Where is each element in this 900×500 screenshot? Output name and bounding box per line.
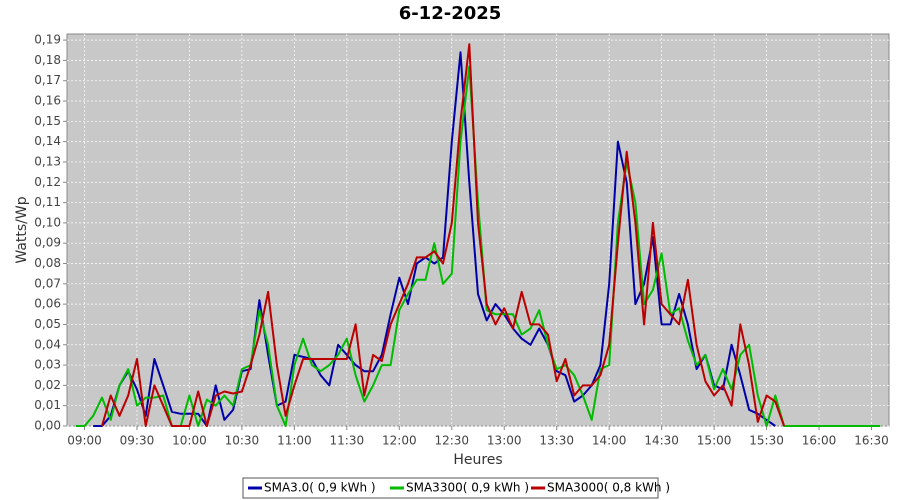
- x-tick-label: 15:00: [697, 434, 732, 448]
- y-tick-label: 0,07: [34, 276, 61, 290]
- x-tick-label: 11:30: [330, 434, 365, 448]
- y-tick-label: 0,00: [34, 419, 61, 433]
- x-tick-label: 11:00: [277, 434, 312, 448]
- y-tick-label: 0,19: [34, 33, 61, 47]
- y-tick-label: 0,10: [34, 215, 61, 229]
- y-tick-label: 0,09: [34, 236, 61, 250]
- x-tick-label: 14:30: [644, 434, 679, 448]
- x-tick-label: 10:30: [225, 434, 260, 448]
- y-tick-label: 0,15: [34, 114, 61, 128]
- y-tick-label: 0,08: [34, 256, 61, 270]
- y-tick-label: 0,04: [34, 337, 61, 351]
- x-tick-label: 15:30: [749, 434, 784, 448]
- x-tick-label: 14:00: [592, 434, 627, 448]
- x-tick-label: 09:00: [67, 434, 102, 448]
- y-tick-label: 0,14: [34, 134, 61, 148]
- y-tick-label: 0,18: [34, 53, 61, 67]
- y-tick-label: 0,03: [34, 358, 61, 372]
- y-tick-label: 0,16: [34, 94, 61, 108]
- x-tick-label: 09:30: [120, 434, 155, 448]
- y-tick-label: 0,01: [34, 398, 61, 412]
- x-tick-label: 16:30: [854, 434, 889, 448]
- x-tick-label: 16:00: [802, 434, 837, 448]
- legend: [242, 477, 659, 499]
- x-tick-label: 13:30: [539, 434, 574, 448]
- x-tick-label: 10:00: [172, 434, 207, 448]
- y-tick-label: 0,11: [34, 195, 61, 209]
- legend-text: SMA3000( 0,8 kWh ): [547, 481, 670, 495]
- y-tick-label: 0,05: [34, 317, 61, 331]
- y-axis-label: Watts/Wp: [14, 196, 30, 263]
- x-axis-label: Heures: [453, 452, 502, 468]
- chart-title: 6-12-2025: [399, 3, 502, 24]
- y-tick-label: 0,13: [34, 154, 61, 168]
- x-tick-label: 12:30: [434, 434, 469, 448]
- legend-text: SMA3300( 0,9 kWh ): [406, 481, 529, 495]
- y-tick-label: 0,02: [34, 378, 61, 392]
- series-line: [101, 43, 786, 427]
- y-tick-label: 0,12: [34, 175, 61, 189]
- x-tick-label: 12:00: [382, 434, 417, 448]
- legend-text: SMA3.0( 0,9 kWh ): [264, 481, 376, 495]
- y-tick-label: 0,06: [34, 297, 61, 311]
- y-tick-label: 0,17: [34, 73, 61, 87]
- x-tick-label: 13:00: [487, 434, 522, 448]
